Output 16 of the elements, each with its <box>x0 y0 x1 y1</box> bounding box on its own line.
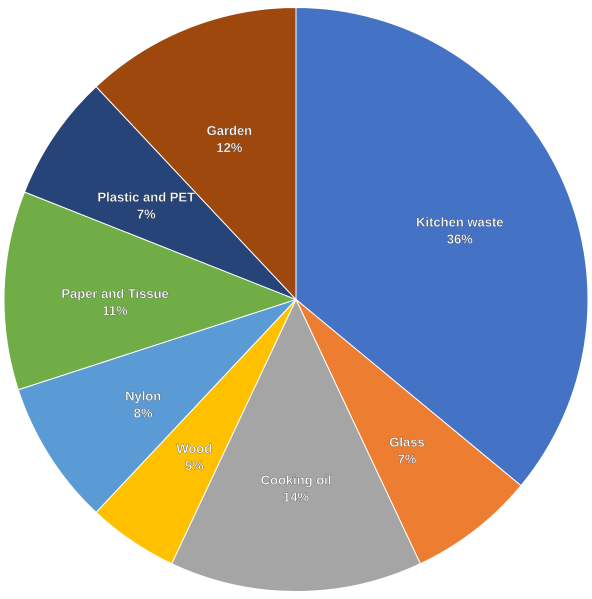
data-label: 7% <box>136 206 156 222</box>
data-label: 8% <box>134 406 153 421</box>
data-label: 36% <box>446 231 474 246</box>
slice-label: Wood <box>176 441 212 456</box>
slice-label: Nylon <box>125 388 162 404</box>
data-label: 11% <box>102 302 128 318</box>
data-label: 12% <box>216 140 243 156</box>
slice-label: Paper and Tissue <box>61 286 169 301</box>
slice-label: Cooking oil <box>260 472 332 488</box>
slice-label: Plastic and PET <box>97 190 196 205</box>
data-label: 5% <box>184 458 204 474</box>
slice-label: Garden <box>206 123 252 138</box>
data-label: 7% <box>398 452 417 467</box>
slice-label: Glass <box>389 434 425 450</box>
data-label: 14% <box>282 490 310 505</box>
slice-label: Kitchen waste <box>416 214 504 230</box>
